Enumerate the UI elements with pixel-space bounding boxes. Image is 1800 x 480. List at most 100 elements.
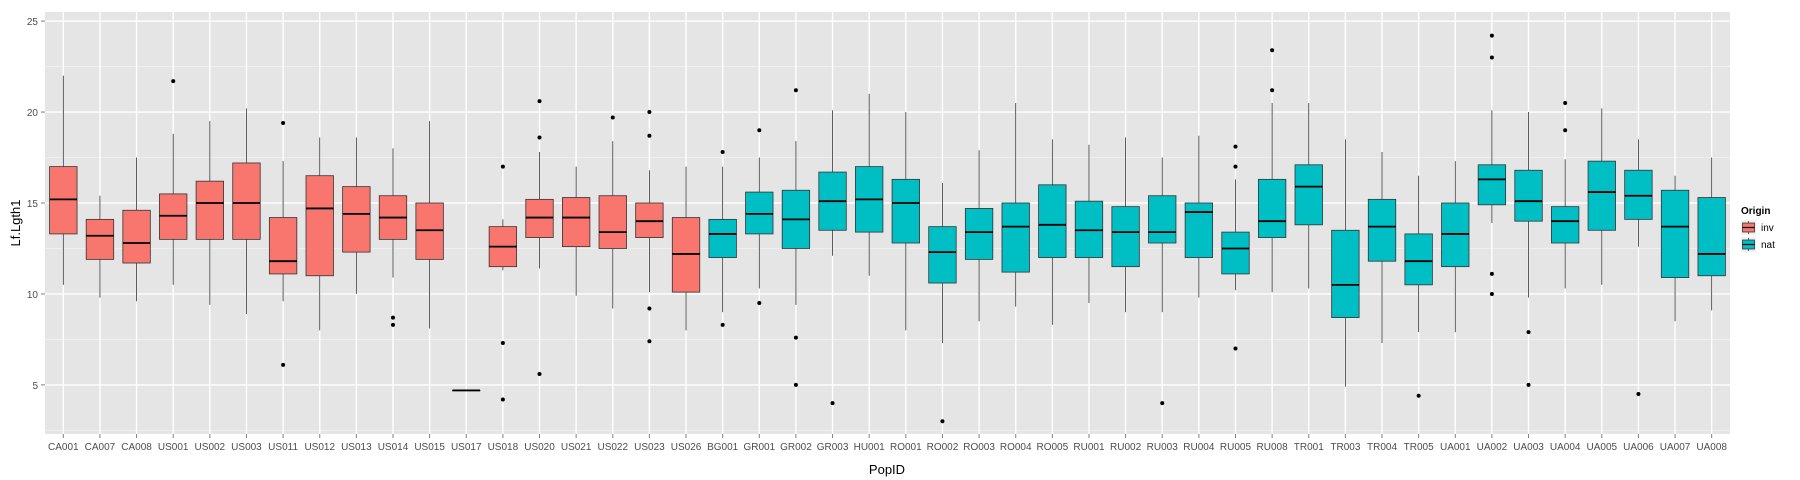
x-tick-label: RO002 — [927, 442, 959, 453]
box-RU003 — [1148, 157, 1177, 406]
box-US011 — [268, 120, 298, 367]
outlier-point — [647, 133, 652, 138]
outlier-point — [1489, 271, 1494, 276]
box-US023 — [635, 110, 664, 344]
box-US001 — [159, 79, 188, 285]
box-US012 — [305, 137, 334, 331]
box-iqr — [159, 193, 188, 240]
box-HU001 — [855, 93, 884, 276]
x-tick-label: UA005 — [1587, 442, 1618, 453]
x-tick-label: US022 — [597, 442, 628, 453]
box-TR003 — [1331, 139, 1360, 387]
x-axis: CA001 CA007 CA008 US001 US002 US003 US011 US012… — [48, 434, 1727, 453]
x-tick-label: US020 — [524, 442, 555, 453]
box-series — [49, 33, 1726, 424]
x-tick-label: RU004 — [1183, 442, 1215, 453]
x-tick-label: CA007 — [85, 442, 116, 453]
box-iqr — [1441, 202, 1470, 268]
y-axis-title: Lf.Lgth1 — [8, 200, 23, 247]
box-US015 — [415, 121, 444, 329]
box-UA007 — [1660, 175, 1690, 322]
box-RU008 — [1257, 48, 1287, 293]
x-tick-label: RU003 — [1147, 442, 1179, 453]
outlier-point — [1526, 382, 1531, 387]
box-iqr — [49, 166, 78, 235]
box-iqr — [562, 197, 591, 248]
outlier-point — [1416, 393, 1421, 398]
box-US020 — [525, 99, 554, 376]
box-iqr — [598, 195, 627, 249]
x-tick-label: GR002 — [780, 442, 812, 453]
x-tick-label: US018 — [488, 442, 519, 453]
box-CA008 — [122, 157, 151, 302]
outlier-point — [500, 397, 505, 402]
box-US026 — [671, 166, 701, 331]
x-tick-label: US003 — [231, 442, 262, 453]
box-GR003 — [818, 110, 847, 406]
x-tick-label: US001 — [158, 442, 189, 453]
box-iqr — [1001, 202, 1030, 273]
x-tick-label: UA001 — [1440, 442, 1471, 453]
box-iqr — [342, 186, 371, 253]
box-iqr — [305, 175, 334, 277]
box-iqr — [1074, 200, 1104, 258]
y-tick-label: 20 — [27, 108, 39, 119]
box-iqr — [708, 218, 737, 258]
box-US018 — [488, 164, 518, 402]
x-tick-label: US015 — [414, 442, 445, 453]
box-UA002 — [1477, 33, 1507, 296]
box-iqr — [1038, 184, 1067, 258]
outlier-point — [1233, 346, 1238, 351]
outlier-point — [1489, 291, 1494, 296]
outlier-point — [1233, 164, 1238, 169]
x-tick-label: GR003 — [817, 442, 849, 453]
box-iqr — [671, 217, 701, 293]
box-iqr — [891, 178, 920, 244]
x-tick-label: CA008 — [121, 442, 152, 453]
outlier-point — [1270, 88, 1275, 93]
outlier-point — [793, 88, 798, 93]
box-GR001 — [745, 128, 774, 306]
box-iqr — [1257, 178, 1287, 238]
y-tick-label: 15 — [27, 199, 39, 210]
box-RO005 — [1038, 139, 1067, 325]
outlier-point — [171, 79, 176, 84]
box-CA001 — [49, 75, 78, 285]
outlier-point — [647, 306, 652, 311]
x-tick-label: UA008 — [1696, 442, 1727, 453]
box-iqr — [415, 202, 444, 260]
outlier-point — [537, 99, 542, 104]
x-tick-label: TR003 — [1330, 442, 1360, 453]
y-tick-label: 10 — [27, 290, 39, 301]
box-US013 — [342, 137, 371, 294]
x-tick-label: US014 — [378, 442, 409, 453]
y-tick-label: 25 — [27, 17, 39, 28]
x-tick-label: RU005 — [1220, 442, 1252, 453]
outlier-point — [281, 362, 286, 367]
box-US017 — [452, 389, 481, 392]
x-tick-label: US026 — [671, 442, 702, 453]
x-tick-label: UA002 — [1477, 442, 1508, 453]
legend: Origin inv nat — [1741, 206, 1775, 252]
box-BG001 — [708, 150, 737, 327]
outlier-point — [1563, 100, 1568, 105]
box-TR004 — [1367, 152, 1397, 344]
x-tick-label: UA007 — [1660, 442, 1691, 453]
box-RO004 — [1001, 102, 1030, 307]
box-iqr — [1148, 195, 1177, 244]
outlier-point — [830, 401, 835, 406]
box-iqr — [232, 162, 261, 240]
legend-label: nat — [1761, 240, 1775, 251]
box-iqr — [1367, 198, 1397, 262]
outlier-point — [1489, 33, 1494, 38]
outlier-point — [757, 301, 762, 306]
outlier-point — [793, 382, 798, 387]
box-iqr — [1660, 189, 1690, 278]
box-iqr — [268, 217, 298, 275]
outlier-point — [1563, 128, 1568, 133]
box-iqr — [1551, 206, 1580, 244]
box-iqr — [1111, 206, 1140, 268]
box-iqr — [195, 180, 224, 240]
outlier-point — [793, 335, 798, 340]
